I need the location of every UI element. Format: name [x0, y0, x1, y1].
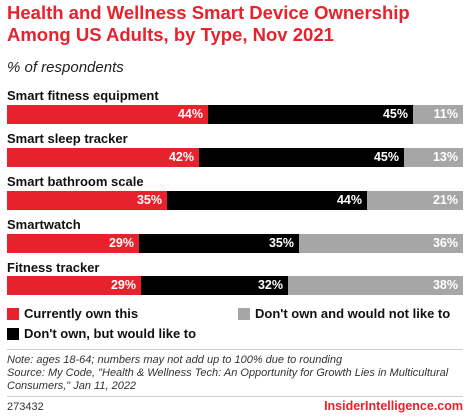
- bar-segment-currently-own: [7, 191, 167, 210]
- bar-segment-would-like: [208, 105, 413, 124]
- category-label: Smart bathroom scale: [7, 174, 144, 189]
- category-label: Smartwatch: [7, 217, 81, 232]
- bar-segment-would-not-like: [413, 105, 463, 124]
- legend-swatch-would-like: [7, 328, 19, 340]
- brand-logo-text: InsiderIntelligence.com: [324, 399, 463, 413]
- bar-segment-currently-own: [7, 234, 139, 253]
- bar-segment-currently-own: [7, 148, 199, 167]
- footer-divider-bottom: [7, 396, 463, 397]
- chart-id: 273432: [7, 401, 44, 413]
- source-text: Source: My Code, "Health & Wellness Tech…: [7, 367, 449, 392]
- category-label: Smart fitness equipment: [7, 88, 159, 103]
- bar-row: 44% 45% 11%: [7, 105, 463, 124]
- note-text: Note: ages 18-64; numbers may not add up…: [7, 354, 343, 366]
- chart-subtitle: % of respondents: [7, 59, 124, 76]
- bar-segment-would-not-like: [404, 148, 463, 167]
- footer-divider: [7, 349, 463, 350]
- data-label: 36%: [432, 236, 458, 250]
- data-label: 44%: [336, 193, 362, 207]
- legend-label-would-not-like: Don't own and would not like to: [255, 306, 451, 321]
- legend-label-would-like: Don't own, but would like to: [24, 326, 197, 341]
- data-label: 42%: [168, 150, 194, 164]
- bar-segment-would-not-like: [299, 234, 463, 253]
- bar-row: 42% 45% 13%: [7, 148, 463, 167]
- legend-swatch-would-not-like: [238, 308, 250, 320]
- category-label: Fitness tracker: [7, 260, 100, 275]
- data-label: 21%: [432, 193, 458, 207]
- bar-row: 29% 35% 36%: [7, 234, 463, 253]
- chart-footnote: Note: ages 18-64; numbers may not add up…: [7, 354, 463, 393]
- bar-segment-would-like: [141, 276, 288, 295]
- data-label: 45%: [373, 150, 399, 164]
- data-label: 11%: [433, 107, 458, 121]
- data-label: 32%: [257, 278, 283, 292]
- data-label: 38%: [432, 278, 458, 292]
- data-label: 29%: [110, 278, 136, 292]
- bar-segment-would-not-like: [367, 191, 463, 210]
- bar-segment-would-like: [167, 191, 367, 210]
- bar-segment-currently-own: [7, 276, 141, 295]
- data-label: 29%: [108, 236, 134, 250]
- legend-swatch-currently-own: [7, 308, 19, 320]
- data-label: 45%: [382, 107, 408, 121]
- data-label: 35%: [136, 193, 162, 207]
- chart-title: Health and Wellness Smart Device Ownersh…: [7, 2, 410, 45]
- legend-label-currently-own: Currently own this: [24, 306, 139, 321]
- bar-segment-would-not-like: [288, 276, 463, 295]
- data-label: 44%: [177, 107, 203, 121]
- data-label: 35%: [268, 236, 294, 250]
- bar-segment-currently-own: [7, 105, 208, 124]
- category-label: Smart sleep tracker: [7, 131, 128, 146]
- data-label: 13%: [432, 150, 458, 164]
- bar-segment-would-like: [139, 234, 299, 253]
- bar-segment-would-like: [199, 148, 404, 167]
- bar-row: 29% 32% 38%: [7, 276, 463, 295]
- bar-row: 35% 44% 21%: [7, 191, 463, 210]
